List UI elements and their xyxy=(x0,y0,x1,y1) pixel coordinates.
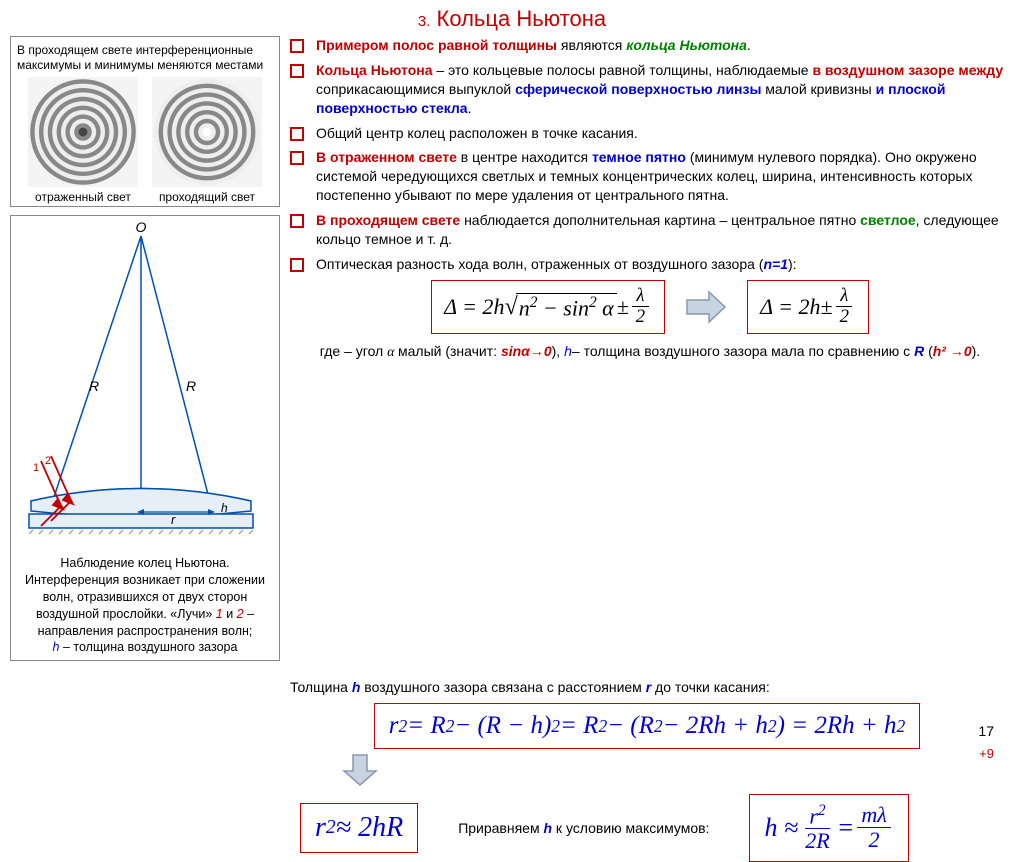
arrow-down-icon xyxy=(340,753,380,787)
formula-r2-expansion: r2 = R2 − (R − h)2 = R2 − (R2 − 2Rh + h2… xyxy=(374,703,921,749)
bullet-3: Общий центр колец расположен в точке кас… xyxy=(316,124,1010,143)
figure-rings-photos: В проходящем свете интерференционные мак… xyxy=(10,36,280,207)
bullet-4: В отраженном свете в центре находится те… xyxy=(316,148,1010,205)
final-row: r2 ≈ 2hR Приравняем h к условию максимум… xyxy=(0,790,1024,862)
arrow-right-icon xyxy=(683,288,729,326)
bullet-6: Оптическая разность хода волн, отраженны… xyxy=(316,255,1010,274)
formula-delta-full: Δ = 2hn2 − sin2 α ± λ2 xyxy=(431,280,665,334)
svg-text:2: 2 xyxy=(45,455,51,467)
left-column: В проходящем свете интерференционные мак… xyxy=(10,36,280,669)
bullet-list: Примером полос равной толщины являются к… xyxy=(286,36,1014,274)
final-text: Приравняем h к условию максимумов: xyxy=(458,819,709,838)
transmitted-rings-image xyxy=(148,77,266,187)
plus-nine-label: +9 xyxy=(979,746,994,761)
midtext-h-r: Толщина h воздушного зазора связана с ра… xyxy=(0,679,1024,695)
bullet-1: Примером полос равной толщины являются к… xyxy=(316,36,1010,55)
bullet-2: Кольца Ньютона – это кольцевые полосы ра… xyxy=(316,61,1010,118)
svg-text:R: R xyxy=(89,378,99,394)
svg-text:R: R xyxy=(186,378,196,394)
fig1-right-label: проходящий свет xyxy=(148,190,266,204)
page-number: 17 xyxy=(978,723,994,739)
fig2-caption: Наблюдение колец Ньютона. Интерференция … xyxy=(11,549,279,660)
lens-geometry-svg: O R R r h xyxy=(11,216,271,546)
svg-text:1: 1 xyxy=(33,462,39,474)
formula-row-1: Δ = 2hn2 − sin2 α ± λ2 Δ = 2h ± λ2 xyxy=(286,280,1014,334)
svg-text:r: r xyxy=(171,512,176,527)
figure-lens-diagram: O R R r h xyxy=(10,215,280,661)
title-number: 3. xyxy=(418,13,431,30)
right-column: Примером полос равной толщины являются к… xyxy=(280,36,1014,669)
page-title: 3. Кольца Ньютона xyxy=(0,0,1024,36)
svg-text:O: O xyxy=(136,219,147,235)
fig1-caption-top: В проходящем свете интерференционные мак… xyxy=(17,43,273,73)
formula-h-approx: h ≈ r22R = mλ2 xyxy=(749,794,908,862)
reflected-rings-image xyxy=(24,77,142,187)
formula-delta-simple: Δ = 2h ± λ2 xyxy=(747,280,869,334)
formula-r2-approx: r2 ≈ 2hR xyxy=(300,803,418,853)
bullet-5: В проходящем свете наблюдается дополните… xyxy=(316,211,1010,249)
fig1-left-label: отраженный свет xyxy=(24,190,142,204)
svg-text:h: h xyxy=(221,501,228,515)
title-text: Кольца Ньютона xyxy=(437,6,607,31)
subtext-alpha: где – угол α малый (значит: sinα→0), h– … xyxy=(286,342,1014,363)
